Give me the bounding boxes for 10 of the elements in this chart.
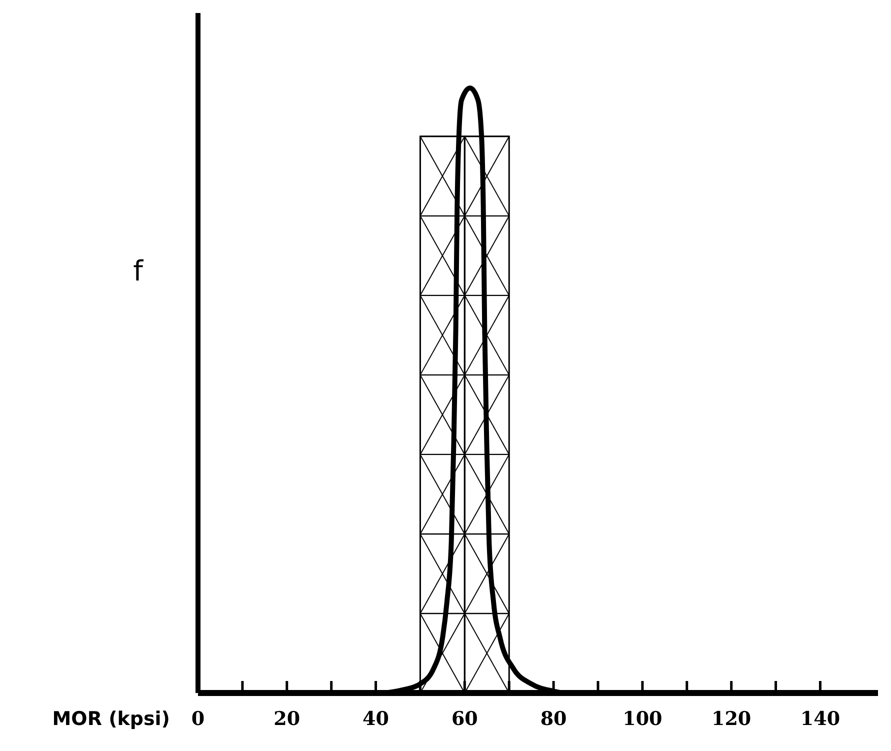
- x-tick-label: 120: [711, 708, 752, 730]
- x-tick-label: 100: [622, 708, 662, 730]
- x-tick-label: 140: [800, 708, 840, 730]
- x-tick-label: 0: [191, 708, 205, 730]
- x-tick-label: 40: [362, 708, 390, 730]
- x-tick-label: 80: [540, 708, 567, 730]
- x-axis-title: MOR (kpsi): [52, 708, 170, 730]
- x-tick-label: 20: [274, 708, 300, 730]
- x-tick-label: 60: [451, 708, 478, 730]
- y-axis-title: f: [133, 254, 144, 288]
